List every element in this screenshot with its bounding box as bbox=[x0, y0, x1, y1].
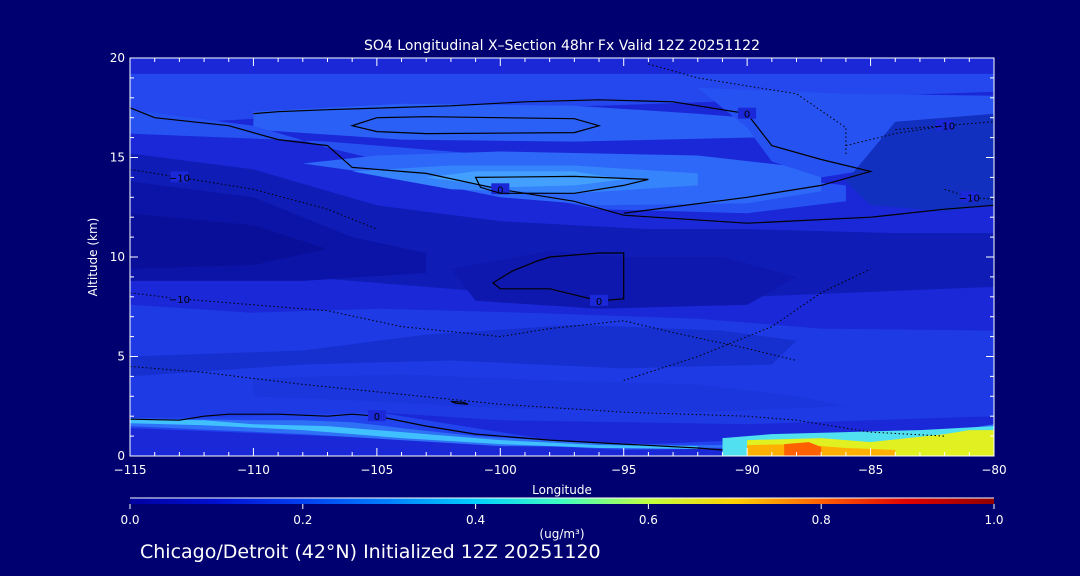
colorbar-tick-label: 0.2 bbox=[293, 513, 312, 527]
y-tick-label: 0 bbox=[117, 449, 125, 463]
contour-label: −10 bbox=[934, 122, 955, 133]
contour-label: 0 bbox=[744, 110, 750, 121]
solid-contour-line bbox=[491, 252, 625, 302]
colorbar: 0.0 0.2 0.4 0.6 0.8 1.0 bbox=[120, 497, 1004, 527]
contour-label: 0 bbox=[374, 412, 380, 423]
contour-label-bg bbox=[170, 171, 189, 183]
x-tick-label: −115 bbox=[114, 463, 147, 477]
y-axis: 0 5 10 15 20 bbox=[110, 51, 994, 463]
contour-label: 0 bbox=[497, 185, 503, 196]
location-init-text: Chicago/Detroit (42°N) Initialized 12Z 2… bbox=[140, 541, 601, 563]
contour-label-bg bbox=[738, 107, 757, 119]
chart-title: SO4 Longitudinal X–Section 48hr Fx Valid… bbox=[364, 38, 760, 54]
contour-label: 0 bbox=[596, 297, 602, 308]
y-tick-label: 10 bbox=[110, 250, 125, 264]
y-tick-label: 20 bbox=[110, 51, 125, 65]
solid-contour-line bbox=[130, 413, 723, 451]
x-tick-label: −80 bbox=[981, 463, 1006, 477]
contour-label-bg bbox=[491, 183, 510, 195]
contour-label-bg bbox=[170, 292, 189, 304]
solid-contour-line bbox=[253, 99, 873, 214]
x-axis-label: Longitude bbox=[532, 483, 592, 497]
dashed-contour-line bbox=[130, 365, 945, 437]
fill-band-left-dark-3 bbox=[130, 213, 328, 269]
colorbar-tick-label: 0.4 bbox=[466, 513, 485, 527]
solid-contour-line bbox=[474, 175, 649, 194]
contour-label-bg bbox=[367, 410, 386, 422]
plot-fill-layer bbox=[130, 58, 994, 456]
x-tick-label: −85 bbox=[858, 463, 883, 477]
y-tick-label: 5 bbox=[117, 350, 125, 364]
contour-label-bg bbox=[590, 294, 608, 306]
x-tick-label: −110 bbox=[237, 463, 270, 477]
colorbar-tick-label: 1.0 bbox=[984, 513, 1003, 527]
y-axis-label: Altitude (km) bbox=[86, 218, 100, 297]
contour-label-bg bbox=[935, 119, 954, 131]
fill-band-surface-light-2 bbox=[130, 418, 994, 448]
colorbar-strip bbox=[130, 498, 994, 504]
colorbar-tick-label: 0.0 bbox=[120, 513, 139, 527]
fill-band-low-mid-2 bbox=[253, 374, 846, 413]
contour-layer: 0 0 0 0 −10 −10 −10 −10 bbox=[130, 63, 994, 451]
fill-band-low-mid bbox=[130, 324, 797, 377]
colorbar-tick-label: 0.8 bbox=[812, 513, 831, 527]
dashed-contour-line bbox=[130, 168, 378, 230]
dashed-contour-line bbox=[845, 125, 945, 147]
contour-label-bg bbox=[960, 191, 979, 203]
fill-band-surface-cyan bbox=[130, 419, 698, 449]
x-tick-label: −95 bbox=[611, 463, 636, 477]
dashed-contour-line bbox=[944, 188, 994, 200]
x-tick-label: −105 bbox=[360, 463, 393, 477]
x-tick-label: −100 bbox=[484, 463, 517, 477]
fill-band-mid-lightest bbox=[426, 171, 624, 188]
colorbar-unit-label: (ug/m³) bbox=[539, 527, 584, 541]
y-tick-label: 15 bbox=[110, 151, 125, 165]
contour-label: −10 bbox=[959, 193, 980, 204]
solid-contour-line bbox=[130, 107, 994, 224]
solid-contour-line bbox=[349, 116, 602, 135]
contour-label: −10 bbox=[169, 173, 190, 184]
x-tick-label: −90 bbox=[734, 463, 759, 477]
fill-band-right-band-dark bbox=[845, 113, 994, 212]
dashed-contour-line bbox=[130, 292, 797, 361]
x-axis: −115 −110 −105 −100 −95 −90 −85 −80 bbox=[114, 58, 1007, 477]
solid-contour-line bbox=[450, 400, 469, 405]
fill-band-right-surface-red bbox=[784, 442, 822, 456]
colorbar-tick-label: 0.6 bbox=[639, 513, 658, 527]
contour-label: −10 bbox=[169, 295, 190, 306]
